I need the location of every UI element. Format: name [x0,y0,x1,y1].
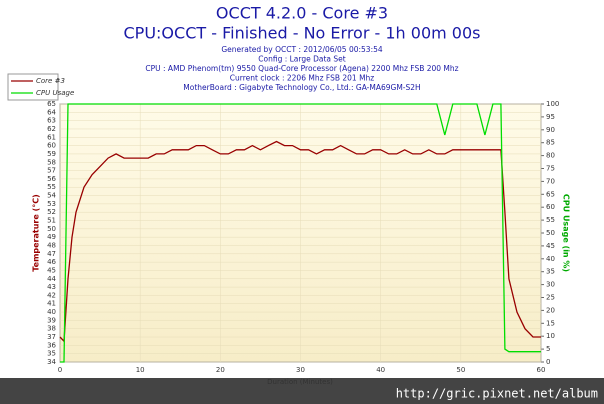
info-line: Config : Large Data Set [258,55,346,64]
info-line: MotherBoard : Gigabyte Technology Co., L… [183,83,420,92]
y-axis-label: Temperature (°C) [32,194,41,272]
y-tick-label: 59 [47,150,56,158]
x-tick-label: 40 [376,366,385,374]
y2-tick-label: 100 [546,100,559,108]
y-tick-label: 42 [47,291,56,299]
y2-tick-label: 35 [546,268,555,276]
x-tick-label: 60 [537,366,546,374]
y-tick-label: 51 [47,217,56,225]
x-tick-label: 50 [456,366,465,374]
y2-tick-label: 40 [546,255,555,263]
y-tick-label: 38 [47,325,56,333]
y2-tick-label: 45 [546,242,555,250]
info-line: Current clock : 2206 Mhz FSB 201 Mhz [230,74,375,83]
y-tick-label: 60 [47,142,56,150]
y2-tick-label: 60 [546,203,555,211]
y2-tick-label: 95 [546,113,555,121]
y-tick-label: 53 [47,200,56,208]
y2-axis-label: CPU Usage (in %) [562,194,571,272]
y2-tick-label: 70 [546,177,555,185]
y-tick-label: 43 [47,283,56,291]
y-tick-label: 48 [47,241,56,249]
data-line [60,103,541,363]
chart-title: OCCT 4.2.0 - Core #3 [216,4,388,23]
info-line: Generated by OCCT : 2012/06/05 00:53:54 [221,45,383,54]
y2-tick-label: 5 [546,345,550,353]
legend-label: CPU Usage [36,89,74,97]
y-tick-label: 34 [47,358,56,366]
y-tick-label: 47 [47,250,56,258]
y-tick-label: 46 [47,258,56,266]
y-tick-label: 55 [47,183,56,191]
x-tick-label: 30 [296,366,305,374]
y2-tick-label: 50 [546,229,555,237]
y-tick-label: 64 [47,108,56,116]
y-tick-label: 41 [47,300,56,308]
y-tick-label: 62 [47,125,56,133]
legend-label: Core #3 [36,77,65,85]
y-tick-label: 56 [47,175,56,183]
y-tick-label: 44 [47,275,56,283]
y-tick-label: 50 [47,225,56,233]
legend [7,73,59,101]
x-tick-label: 0 [58,366,62,374]
y-tick-label: 37 [47,333,56,341]
y-tick-label: 49 [47,233,56,241]
y-tick-label: 45 [47,266,56,274]
y-tick-label: 61 [47,133,56,141]
y-tick-label: 58 [47,158,56,166]
y2-tick-label: 65 [546,190,555,198]
y-tick-label: 65 [47,100,56,108]
info-line: CPU : AMD Phenom(tm) 9550 Quad-Core Proc… [145,64,458,73]
y2-tick-label: 10 [546,332,555,340]
watermark: http://gric.pixnet.net/album [396,387,598,401]
y-tick-label: 57 [47,167,56,175]
x-tick-label: 20 [216,366,225,374]
data-line [59,140,541,343]
footer-bar [0,378,604,404]
y-tick-label: 35 [47,350,56,358]
y-tick-label: 52 [47,208,56,216]
x-tick-label: 10 [136,366,145,374]
y-tick-label: 54 [47,192,56,200]
y-tick-label: 39 [47,316,56,324]
y2-tick-label: 55 [546,216,555,224]
y2-tick-label: 90 [546,126,555,134]
y2-tick-label: 30 [546,281,555,289]
chart-subtitle: CPU:OCCT - Finished - No Error - 1h 00m … [124,24,481,43]
y2-tick-label: 15 [546,319,555,327]
y-tick-label: 40 [47,308,56,316]
y2-tick-label: 85 [546,139,555,147]
x-axis-label: Duration (Minutes) [267,378,333,386]
y2-tick-label: 20 [546,306,555,314]
y-tick-label: 63 [47,117,56,125]
y-tick-label: 36 [47,341,56,349]
y2-tick-label: 80 [546,152,555,160]
y2-tick-label: 75 [546,165,555,173]
y2-tick-label: 25 [546,294,555,302]
y2-tick-label: 0 [546,358,550,366]
